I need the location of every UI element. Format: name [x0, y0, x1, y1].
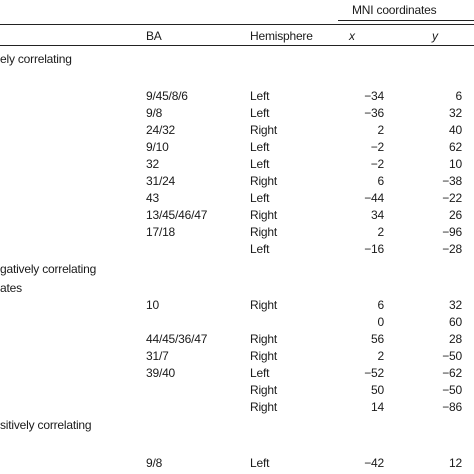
- ba-cell: 17/18: [146, 225, 176, 239]
- y-cell: −62: [442, 366, 462, 380]
- x-cell: −2: [370, 140, 384, 154]
- hemisphere-cell: Left: [250, 191, 270, 205]
- ba-header: BA: [146, 29, 162, 43]
- x-cell: 2: [377, 225, 385, 239]
- y-cell: 28: [449, 332, 462, 346]
- hemisphere-cell: Right: [250, 349, 278, 363]
- x-cell: 2: [377, 349, 385, 363]
- y-cell: 12: [449, 456, 462, 470]
- y-cell: 62: [449, 140, 462, 154]
- ba-cell: 43: [146, 191, 159, 205]
- hemisphere-cell: Left: [250, 242, 270, 256]
- section-label: ely correlating: [0, 52, 72, 66]
- hemisphere-cell: Right: [250, 400, 278, 414]
- ba-cell: 9/45/8/6: [146, 89, 188, 103]
- hemisphere-cell: Right: [250, 225, 278, 239]
- x-cell: 6: [377, 298, 385, 312]
- y-cell: −86: [442, 400, 462, 414]
- y-cell: 26: [449, 208, 462, 222]
- hemisphere-cell: Left: [250, 456, 270, 470]
- ba-cell: 44/45/36/47: [146, 332, 208, 346]
- x-cell: −44: [364, 191, 384, 205]
- y-cell: −28: [442, 242, 462, 256]
- y-cell: 32: [449, 298, 462, 312]
- x-cell: −34: [364, 89, 384, 103]
- x-cell: −16: [364, 242, 384, 256]
- x-cell: 34: [371, 208, 384, 222]
- y-cell: 32: [449, 106, 462, 120]
- hemisphere-cell: Right: [250, 208, 278, 222]
- hemisphere-cell: Left: [250, 157, 270, 171]
- ba-cell: 9/8: [146, 106, 163, 120]
- y-cell: −96: [442, 225, 462, 239]
- y-cell: −50: [442, 383, 462, 397]
- hemisphere-cell: Left: [250, 140, 270, 154]
- y-cell: −50: [442, 349, 462, 363]
- x-cell: 0: [377, 315, 385, 329]
- header-rule: [0, 45, 474, 46]
- x-cell: −36: [364, 106, 384, 120]
- x-cell: 56: [371, 332, 384, 346]
- section-label: ates: [0, 281, 22, 295]
- hemisphere-cell: Right: [250, 298, 278, 312]
- ba-cell: 9/8: [146, 456, 163, 470]
- ba-cell: 39/40: [146, 366, 176, 380]
- y-cell: 40: [449, 123, 462, 137]
- y-header: y: [432, 29, 438, 43]
- ba-cell: 24/32: [146, 123, 176, 137]
- x-cell: 50: [371, 383, 384, 397]
- ba-cell: 10: [146, 298, 159, 312]
- x-cell: 6: [377, 174, 385, 188]
- hemisphere-header: Hemisphere: [250, 29, 313, 43]
- ba-cell: 31/7: [146, 349, 169, 363]
- y-cell: 6: [455, 89, 463, 103]
- hemisphere-cell: Left: [250, 366, 270, 380]
- section-label: sitively correlating: [0, 418, 92, 432]
- hemisphere-cell: Left: [250, 89, 270, 103]
- x-cell: 2: [377, 123, 385, 137]
- x-header: x: [349, 29, 355, 43]
- y-cell: −38: [442, 174, 462, 188]
- y-cell: −22: [442, 191, 462, 205]
- hemisphere-cell: Right: [250, 383, 278, 397]
- mni-rule: [338, 20, 474, 21]
- y-cell: 60: [449, 315, 462, 329]
- hemisphere-cell: Right: [250, 123, 278, 137]
- x-cell: −52: [364, 366, 384, 380]
- section-label: gatively correlating: [0, 262, 97, 276]
- ba-cell: 9/10: [146, 140, 169, 154]
- hemisphere-cell: Right: [250, 174, 278, 188]
- top-rule: [0, 24, 474, 25]
- ba-cell: 13/45/46/47: [146, 208, 208, 222]
- x-cell: 14: [371, 400, 384, 414]
- mni-coordinates-header: MNI coordinates: [352, 3, 437, 17]
- ba-cell: 32: [146, 157, 159, 171]
- hemisphere-cell: Left: [250, 106, 270, 120]
- y-cell: 10: [449, 157, 462, 171]
- x-cell: −2: [370, 157, 384, 171]
- x-cell: −42: [364, 456, 384, 470]
- hemisphere-cell: Right: [250, 332, 278, 346]
- ba-cell: 31/24: [146, 174, 176, 188]
